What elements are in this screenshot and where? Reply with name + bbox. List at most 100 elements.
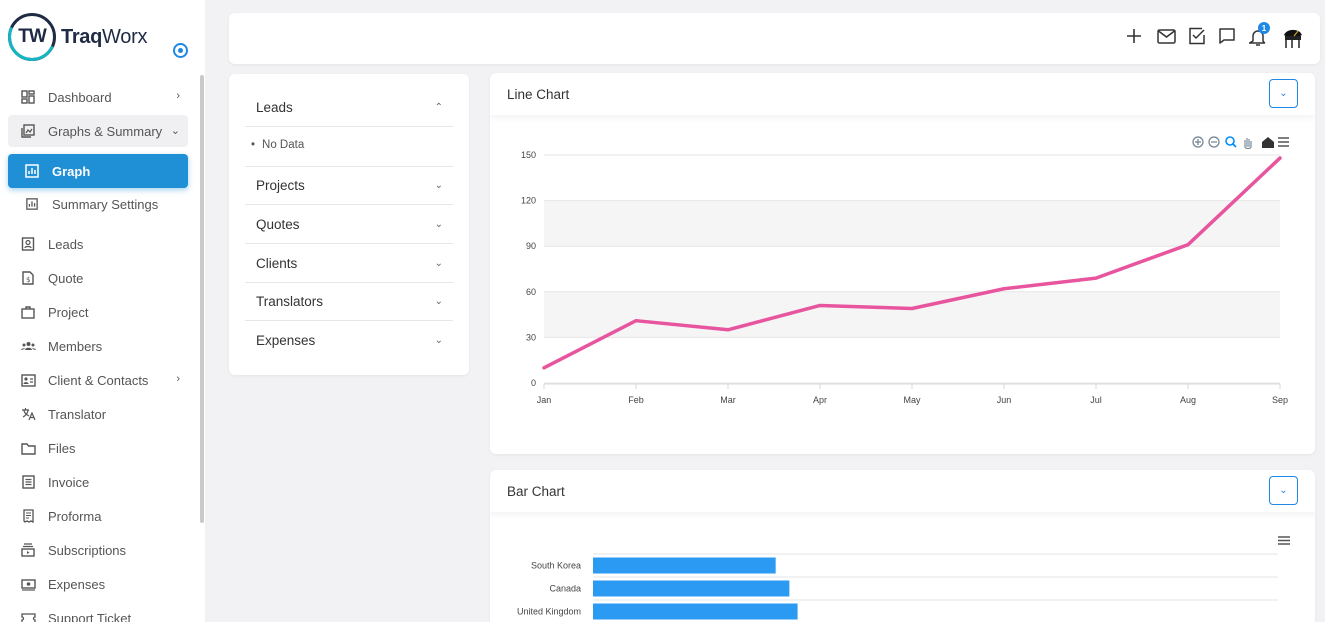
bar-chart-dropdown-button[interactable]: ⌄ [1269, 476, 1298, 505]
tasks-icon[interactable] [1186, 25, 1208, 47]
sidebar-item-label: Support Ticket [48, 610, 132, 622]
sidebar-item-members[interactable]: Members [8, 330, 188, 362]
sidebar-item-invoice[interactable]: Invoice [8, 466, 188, 498]
quote-icon: $ [20, 270, 36, 286]
chevron-right-icon: › [176, 373, 180, 385]
avatar[interactable] [1280, 25, 1306, 51]
sidebar-item-subscriptions[interactable]: Subscriptions [8, 534, 188, 566]
zoom-in-icon[interactable] [1192, 136, 1204, 148]
line-chart-header: Line Chart ⌄ [490, 73, 1315, 115]
sidebar-item-label: Client & Contacts [48, 372, 149, 388]
chevron-down-icon: ⌄ [434, 180, 443, 191]
sidebar-item-graph[interactable]: Graph [8, 154, 188, 188]
top-bar [229, 13, 1320, 64]
y-tick-label: Canada [549, 584, 581, 594]
expenses-icon [20, 576, 36, 592]
chart-toolbar [1192, 136, 1289, 150]
sidebar-item-files[interactable]: Files [8, 432, 188, 464]
x-tick-label: Feb [628, 395, 644, 405]
filter-section-projects[interactable]: Projects ⌄ [245, 166, 453, 205]
x-tick-label: Jun [997, 395, 1012, 405]
sidebar-toggle-icon[interactable] [173, 43, 188, 58]
sidebar-item-label: Subscriptions [48, 542, 127, 558]
line-chart-title: Line Chart [507, 86, 570, 102]
y-tick-label: 0 [531, 378, 536, 388]
x-tick-label: Mar [720, 395, 736, 405]
proforma-icon [20, 508, 36, 524]
chevron-up-icon: ⌃ [434, 101, 443, 113]
sidebar-item-label: Translator [48, 406, 107, 422]
sidebar-item-label: Proforma [48, 508, 102, 524]
notification-badge: 1 [1258, 22, 1270, 34]
x-tick-label: Sep [1272, 395, 1288, 405]
translate-icon [20, 406, 36, 422]
bar-chart-card: Bar Chart ⌄ South Korea Canada United King… [490, 470, 1315, 622]
sidebar-item-label: Graph [52, 163, 91, 179]
bar-chart-header: Bar Chart ⌄ [490, 470, 1315, 512]
sidebar-item-label: Members [48, 338, 103, 354]
bar-chart-title: Bar Chart [507, 483, 565, 499]
bar[interactable] [593, 603, 798, 620]
sidebar-item-label: Files [48, 440, 76, 456]
x-tick-label: Apr [813, 395, 827, 405]
ticket-icon [20, 610, 36, 622]
members-icon [20, 338, 36, 354]
grid-band [544, 200, 1280, 247]
chat-icon[interactable] [1216, 25, 1238, 47]
filter-panel: Leads ⌃ No Data Projects ⌄ Quotes ⌄ Clie… [229, 74, 469, 375]
logo-name-bold: Traq [61, 25, 103, 48]
chevron-down-icon: ⌄ [1279, 88, 1288, 99]
sidebar-item-leads[interactable]: Leads [8, 228, 188, 260]
filter-section-label: Clients [256, 255, 298, 271]
sidebar-item-expenses[interactable]: Expenses [8, 568, 188, 600]
sidebar-scrollbar[interactable] [200, 75, 204, 523]
filter-section-label: Expenses [256, 333, 316, 348]
selection-zoom-icon[interactable] [1225, 136, 1237, 148]
sidebar-item-graphs-summary[interactable]: Graphs & Summary ⌄ [8, 115, 188, 147]
line-chart-dropdown-button[interactable]: ⌄ [1269, 79, 1298, 108]
sidebar-item-label: Project [48, 304, 89, 320]
filter-section-leads[interactable]: Leads ⌃ [245, 88, 453, 127]
sidebar-item-client-contacts[interactable]: Client & Contacts › [8, 364, 188, 396]
sidebar-item-summary-settings[interactable]: Summary Settings [8, 188, 188, 220]
filter-section-quotes[interactable]: Quotes ⌄ [245, 205, 453, 244]
mail-icon[interactable] [1155, 25, 1177, 47]
sidebar-item-quote[interactable]: $ Quote [8, 262, 188, 294]
logo-wordmark: TraqWorx [61, 26, 147, 49]
zoom-out-icon[interactable] [1208, 136, 1220, 148]
y-tick-label: 90 [526, 241, 536, 251]
sidebar-item-project[interactable]: Project [8, 296, 188, 328]
filter-section-label: Leads [256, 99, 293, 115]
sidebar-item-label: Quote [48, 270, 84, 286]
filter-section-clients[interactable]: Clients ⌄ [245, 244, 453, 283]
x-tick-label: Aug [1180, 395, 1196, 405]
add-icon[interactable] [1123, 25, 1145, 47]
sidebar: TW TraqWorx Dashboard › Graphs & Summary… [0, 0, 205, 622]
bar[interactable] [593, 557, 776, 574]
sidebar-item-translator[interactable]: Translator [8, 398, 188, 430]
x-tick-label: Jul [1090, 395, 1102, 405]
sidebar-item-proforma[interactable]: Proforma [8, 500, 188, 532]
sidebar-item-label: Invoice [48, 474, 90, 490]
dashboard-icon [20, 89, 36, 105]
logo-name-rest: Worx [102, 25, 148, 48]
briefcase-icon [20, 304, 36, 320]
pan-hand-icon[interactable] [1244, 138, 1252, 150]
subscriptions-icon [20, 542, 36, 558]
chevron-right-icon: › [176, 90, 180, 102]
filter-section-expenses[interactable]: Expenses ⌄ [245, 321, 453, 360]
chart-menu-icon[interactable] [1278, 137, 1289, 147]
sidebar-item-label: Summary Settings [52, 196, 159, 212]
app-logo[interactable]: TW TraqWorx [8, 13, 147, 61]
sidebar-item-support-ticket[interactable]: Support Ticket [8, 602, 188, 622]
summary-icon [24, 196, 40, 212]
bar[interactable] [593, 580, 790, 597]
chart-menu-icon[interactable] [1278, 536, 1290, 545]
filter-section-translators[interactable]: Translators ⌄ [245, 282, 453, 321]
filter-section-label: Quotes [256, 216, 300, 232]
sidebar-item-label: Graphs & Summary [48, 123, 163, 139]
sidebar-item-label: Expenses [48, 576, 106, 592]
reset-home-icon[interactable] [1262, 137, 1274, 148]
sidebar-item-dashboard[interactable]: Dashboard › [8, 81, 188, 113]
graph-icon [24, 163, 40, 179]
